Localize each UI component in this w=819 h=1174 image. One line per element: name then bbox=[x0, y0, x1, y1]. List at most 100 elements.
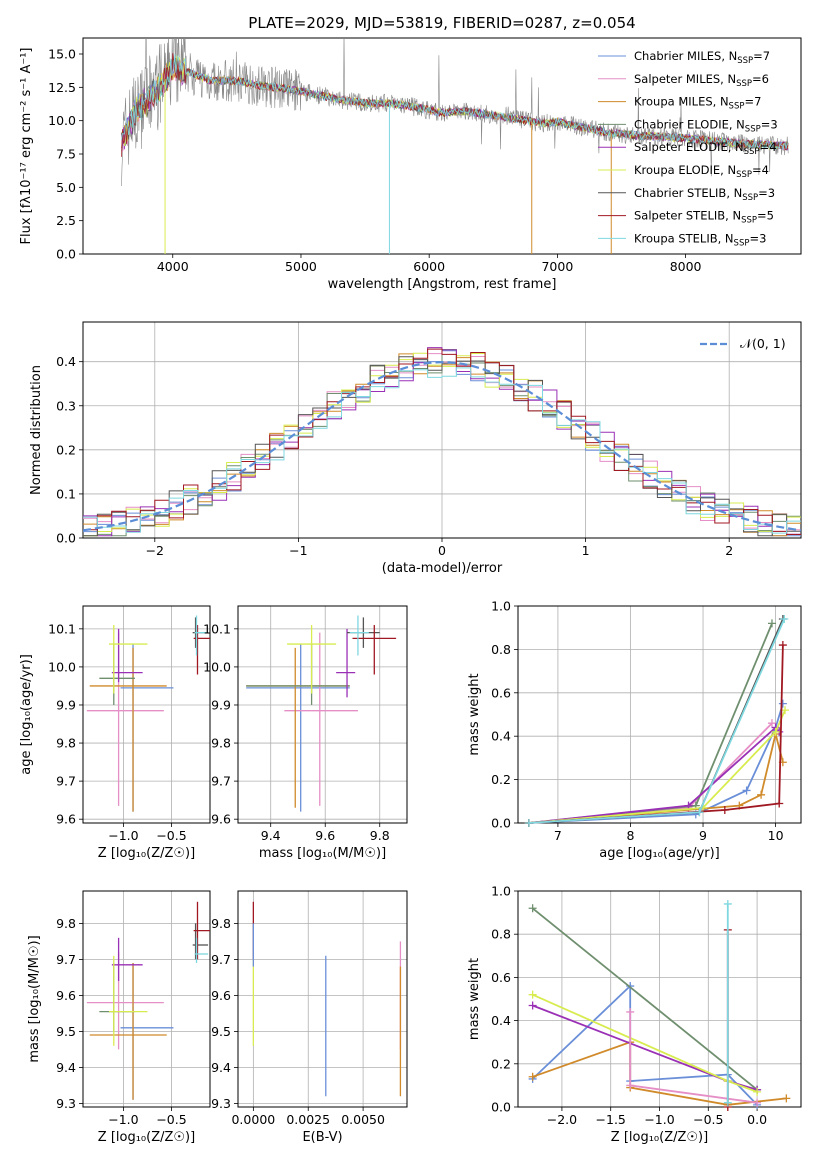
weight-marker bbox=[528, 904, 537, 913]
model-spectrum bbox=[121, 54, 789, 150]
legend-label: Kroupa STELIB, NSSP=3 bbox=[634, 231, 766, 248]
x-tick-label: 9.4 bbox=[261, 828, 281, 843]
weight-vs-Z-axes: −2.0 −1.5 −1.0 −0.5 0.0 0.0 0.2 0.4 0.6 0.8 1.0 Z [… bbox=[467, 884, 802, 1145]
y-tick-label: 0.1 bbox=[56, 486, 76, 501]
x-tick-label: 2 bbox=[725, 543, 733, 558]
legend-label: Salpeter ELODIE, NSSP=4 bbox=[634, 140, 777, 157]
x-tick-label: −2.0 bbox=[547, 1112, 577, 1127]
x-axis-label: wavelength [Angstrom, rest frame] bbox=[328, 277, 557, 292]
weight-marker bbox=[723, 899, 732, 908]
weight-marker bbox=[528, 1001, 537, 1010]
y-tick-label: 0.0 bbox=[491, 816, 511, 831]
y-tick-label: 0.8 bbox=[491, 927, 511, 942]
y-tick-label: 15.0 bbox=[48, 47, 76, 62]
weight-marker bbox=[780, 615, 789, 624]
weight-marker bbox=[767, 619, 776, 628]
y-tick-label: 9.7 bbox=[211, 952, 231, 967]
y-tick-label: 1.0 bbox=[491, 599, 511, 614]
weight-marker bbox=[767, 719, 776, 728]
x-tick-label: −1.0 bbox=[108, 828, 138, 843]
age-vs-Z-points bbox=[86, 615, 210, 812]
y-tick-label: 12.5 bbox=[48, 80, 76, 95]
weight-line bbox=[629, 1012, 758, 1104]
residuals-plot bbox=[83, 347, 801, 537]
weight-marker bbox=[742, 786, 751, 795]
y-tick-label: 10.0 bbox=[48, 659, 76, 674]
x-tick-label: 9.6 bbox=[315, 828, 335, 843]
y-tick-label: 10.0 bbox=[203, 659, 231, 674]
mass-vs-ebv-frame bbox=[237, 890, 408, 1108]
weight-line bbox=[528, 709, 786, 824]
legend-label: 𝒩(0, 1) bbox=[740, 336, 786, 351]
mass-vs-Z-frame bbox=[82, 890, 211, 1108]
x-tick-label: −0.5 bbox=[156, 1112, 186, 1127]
y-tick-label: 9.6 bbox=[211, 812, 231, 827]
y-axis-label: Flux [fλ10⁻¹⁷ erg cm⁻² s⁻¹ A⁻¹] bbox=[19, 48, 34, 245]
y-tick-label: 9.6 bbox=[56, 988, 76, 1003]
weight-marker bbox=[695, 808, 704, 817]
y-tick-label: 0.0 bbox=[56, 531, 76, 546]
y-tick-label: 9.4 bbox=[56, 1060, 76, 1075]
weight-marker bbox=[753, 1098, 762, 1107]
weight-marker bbox=[720, 805, 729, 814]
weight-line bbox=[532, 907, 758, 1091]
weight-marker bbox=[781, 706, 790, 715]
y-tick-label: 9.9 bbox=[211, 697, 231, 712]
weight-vs-age-axes: 7 8 9 10 0.0 0.2 0.4 0.6 0.8 1.0 age [log₁₀(age/yr… bbox=[467, 599, 802, 861]
x-tick-label: 10 bbox=[768, 828, 784, 843]
y-tick-label: 0.6 bbox=[491, 685, 511, 700]
y-tick-label: 10.1 bbox=[203, 621, 231, 636]
y-tick-label: 0.3 bbox=[56, 398, 76, 413]
y-tick-label: 0.0 bbox=[56, 247, 76, 262]
weight-line bbox=[532, 993, 758, 1093]
x-axis-label: Z [log₁₀(Z/Z☉)] bbox=[98, 846, 195, 861]
x-tick-label: 9.8 bbox=[370, 828, 390, 843]
y-tick-label: 9.3 bbox=[211, 1096, 231, 1111]
mass-vs-ebv-points bbox=[252, 901, 402, 1097]
weight-marker bbox=[528, 990, 537, 999]
y-tick-label: 9.8 bbox=[211, 916, 231, 931]
spectrum-axes: 4000 5000 6000 7000 8000 0.0 2.5 5.0 7.5 10.0 12.5… bbox=[19, 37, 802, 292]
x-tick-label: −1.0 bbox=[108, 1112, 138, 1127]
weight-line bbox=[528, 623, 773, 824]
y-axis-label: mass weight bbox=[467, 673, 482, 755]
weight-marker bbox=[771, 727, 780, 736]
weight-marker bbox=[757, 790, 766, 799]
age-vs-mass-axes: 9.4 9.6 9.8 9.6 9.7 9.8 9.9 10.0 10.1 mass [log₁₀… bbox=[203, 605, 408, 861]
spectrum-plot bbox=[121, 38, 789, 254]
mass-vs-ebv-axes: 0.0000 0.0025 0.0050 9.3 9.4 9.5 9.6 9.7 9.8 E(B-… bbox=[211, 890, 408, 1145]
y-axis-label: age [log₁₀(age/yr)] bbox=[19, 654, 34, 775]
weight-line bbox=[528, 645, 784, 824]
legend-label: Chabrier STELIB, NSSP=3 bbox=[634, 186, 775, 203]
x-tick-label: 0.0000 bbox=[231, 1112, 275, 1127]
y-tick-label: 5.0 bbox=[56, 180, 76, 195]
y-tick-label: 0.2 bbox=[491, 1056, 511, 1071]
legend-label: Salpeter MILES, NSSP=6 bbox=[634, 72, 769, 89]
x-tick-label: 8 bbox=[626, 828, 634, 843]
y-tick-label: 1.0 bbox=[491, 884, 511, 899]
y-tick-label: 9.3 bbox=[56, 1096, 76, 1111]
x-tick-label: 5000 bbox=[285, 259, 317, 274]
y-tick-label: 9.9 bbox=[56, 697, 76, 712]
legend-label: Salpeter STELIB, NSSP=5 bbox=[634, 209, 774, 226]
legend-label: Kroupa ELODIE, NSSP=4 bbox=[634, 163, 769, 180]
y-tick-label: 2.5 bbox=[56, 213, 76, 228]
weight-vs-Z-lines bbox=[528, 899, 791, 1111]
y-tick-label: 0.4 bbox=[56, 354, 76, 369]
y-tick-label: 9.5 bbox=[56, 1024, 76, 1039]
y-tick-label: 0.8 bbox=[491, 642, 511, 657]
y-tick-label: 0.2 bbox=[56, 442, 76, 457]
spectrum-frame bbox=[82, 37, 802, 255]
weight-marker bbox=[528, 1072, 537, 1081]
residuals-legend: 𝒩(0, 1) bbox=[700, 336, 786, 351]
legend-label: Kroupa MILES, NSSP=7 bbox=[634, 95, 761, 112]
x-tick-label: 0.0025 bbox=[286, 1112, 330, 1127]
y-tick-label: 0.0 bbox=[491, 1100, 511, 1115]
residuals-frame bbox=[82, 321, 802, 539]
weight-marker bbox=[753, 1087, 762, 1096]
weight-marker bbox=[723, 1098, 732, 1107]
residuals-axes: −2 −1 0 1 2 0.0 0.1 0.2 0.3 0.4 (data-model)/error… bbox=[29, 321, 802, 576]
age-vs-mass-points bbox=[246, 615, 397, 812]
